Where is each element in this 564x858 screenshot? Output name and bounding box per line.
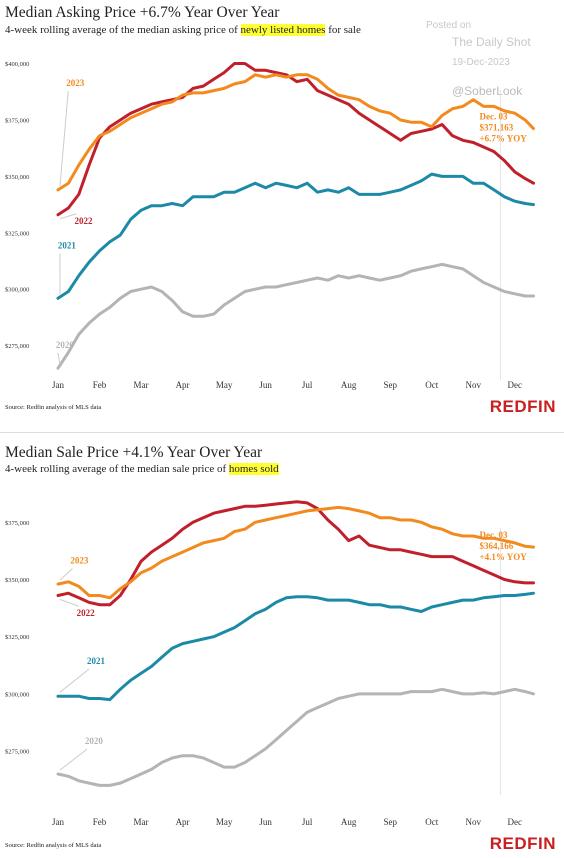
y-tick-label: $300,000	[5, 691, 29, 698]
series-line-2023	[56, 505, 535, 600]
annotation-text: Dec. 03	[479, 530, 507, 540]
series-leader-2021	[59, 668, 90, 693]
x-tick-label: Jun	[259, 380, 272, 390]
redfin-logo: REDFIN	[489, 397, 556, 416]
y-tick-label: $375,000	[5, 520, 29, 527]
chart-subtitle: 4-week rolling average of the median ask…	[5, 24, 361, 36]
x-tick-label: Aug	[341, 817, 357, 827]
series-line-2022	[56, 500, 535, 607]
x-tick-label: Oct	[425, 380, 438, 390]
series-line-2021	[56, 591, 535, 702]
subtitle-text: 4-week rolling average of the median sal…	[5, 463, 229, 475]
series-label-2021: 2021	[58, 241, 77, 251]
x-tick-label: Mar	[134, 380, 149, 390]
annotation-text: Dec. 03	[479, 112, 507, 122]
x-tick-label: Nov	[466, 817, 482, 827]
x-tick-label: May	[216, 380, 233, 390]
x-tick-label: Apr	[176, 817, 190, 827]
x-tick-label: Feb	[93, 817, 107, 827]
annotation-text: +6.7% YOY	[479, 134, 527, 144]
series-leader-2020	[57, 352, 61, 365]
series-line-2020	[56, 687, 535, 787]
x-tick-label: Dec	[508, 380, 523, 390]
x-tick-label: Dec	[508, 817, 523, 827]
series-line-2022	[56, 62, 535, 217]
x-tick-label: Jan	[52, 380, 64, 390]
watermark-publisher: The Daily Shot	[452, 35, 531, 49]
x-tick-label: Feb	[93, 380, 107, 390]
x-tick-label: Jan	[52, 817, 64, 827]
sale-price-chart: Median Sale Price +4.1% Year Over Year 4…	[0, 440, 564, 858]
series-leader-2023	[59, 91, 69, 186]
x-tick-label: Jul	[302, 817, 313, 827]
subtitle-text-end: for sale	[325, 24, 361, 36]
sale-price-plot: $275,000 $300,000 $325,000 $350,000 $375,000…	[5, 500, 535, 827]
series-leader-2020	[59, 748, 88, 771]
x-tick-label: Apr	[176, 380, 190, 390]
x-tick-label: Aug	[341, 380, 357, 390]
series-leader-2022	[59, 213, 77, 220]
series-label-2023: 2023	[66, 78, 85, 88]
series-label-2020: 2020	[85, 736, 104, 746]
y-tick-label: $275,000	[5, 749, 29, 756]
annotation-text: $364,166	[479, 541, 513, 551]
y-tick-label: $400,000	[5, 61, 29, 68]
annotation-text: $371,163	[479, 123, 513, 133]
y-tick-label: $350,000	[5, 174, 29, 181]
chart-subtitle: 4-week rolling average of the median sal…	[5, 463, 279, 475]
chart-title: Median Asking Price +6.7% Year Over Year	[5, 4, 280, 21]
subtitle-text: 4-week rolling average of the median ask…	[5, 24, 241, 36]
source-note: Source: Redfin analysis of MLS data	[5, 842, 102, 849]
y-tick-label: $300,000	[5, 287, 29, 294]
series-line-2020	[56, 262, 535, 370]
series-label-2020: 2020	[56, 340, 75, 350]
watermark-date: 19-Dec-2023	[452, 57, 510, 68]
x-tick-label: Sep	[383, 380, 397, 390]
asking-price-chart: Median Asking Price +6.7% Year Over Year…	[0, 0, 564, 424]
y-tick-label: $275,000	[5, 343, 29, 350]
x-tick-label: Nov	[466, 380, 482, 390]
y-tick-label: $325,000	[5, 230, 29, 237]
chart-title: Median Sale Price +4.1% Year Over Year	[5, 444, 263, 461]
subtitle-highlight: homes sold	[228, 463, 279, 475]
y-tick-label: $325,000	[5, 634, 29, 641]
x-tick-label: May	[216, 817, 233, 827]
y-tick-label: $375,000	[5, 117, 29, 124]
series-line-2023	[56, 73, 535, 192]
y-tick-label: $350,000	[5, 577, 29, 584]
series-label-2022: 2022	[77, 608, 96, 618]
subtitle-highlight: newly listed homes	[240, 24, 326, 36]
panel-divider	[0, 432, 564, 433]
x-tick-label: Jun	[259, 817, 272, 827]
annotation-text: +4.1% YOY	[479, 552, 527, 562]
x-tick-label: Sep	[383, 817, 397, 827]
x-tick-label: Oct	[425, 817, 438, 827]
series-leader-2022	[59, 599, 79, 607]
watermark-posted-on: Posted on	[426, 20, 472, 31]
series-leader-2023	[59, 568, 73, 581]
redfin-logo: REDFIN	[489, 834, 556, 853]
asking-price-plot: $275,000 $300,000 $325,000 $350,000 $375,000…	[5, 61, 535, 390]
series-line-2021	[56, 172, 535, 300]
series-label-2021: 2021	[87, 656, 106, 666]
series-label-2023: 2023	[70, 556, 89, 566]
source-note: Source: Redfin analysis of MLS data	[5, 404, 102, 411]
x-tick-label: Mar	[134, 817, 149, 827]
series-label-2022: 2022	[75, 216, 94, 226]
watermark-handle: @SoberLook	[452, 84, 523, 98]
x-tick-label: Jul	[302, 380, 313, 390]
